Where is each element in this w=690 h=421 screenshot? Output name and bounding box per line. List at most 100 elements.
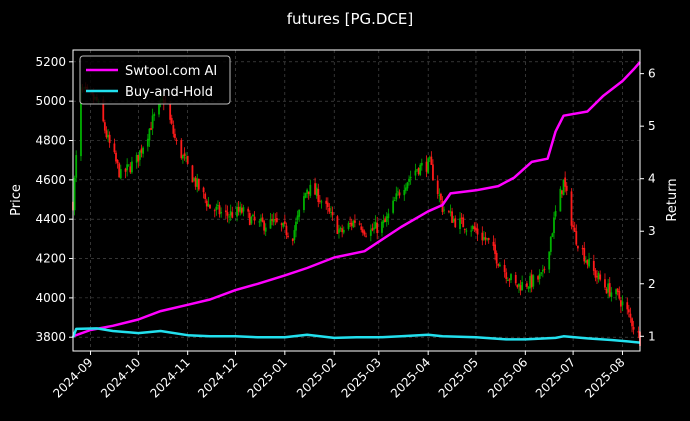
candle-body [529,276,532,289]
candle-body [483,237,485,240]
candle-body [551,233,554,237]
candle-body [354,220,356,223]
candle-body [224,210,227,213]
candle-body [197,178,200,190]
candle-body [381,221,383,233]
candle-body [229,211,232,216]
candle-body [124,168,127,172]
candle-body [307,191,310,194]
candle-body [506,280,509,282]
candle-body [215,206,218,210]
candle-body [608,283,611,297]
candle-body [150,127,152,130]
candle-body [594,270,597,278]
candle-body [618,290,621,299]
candle-body [218,205,221,215]
candle-body [470,230,473,232]
y-left-tick-label: 5000 [35,94,66,108]
candle-body [365,235,367,237]
candle-body [631,318,633,327]
candle-body [393,200,396,202]
candle-body [615,289,618,295]
candle-body [336,216,339,234]
candle-body [306,189,309,194]
candle-body [274,219,277,221]
candle-body [269,219,272,229]
candle-body [427,158,430,174]
candle-body [521,282,524,291]
candle-body [73,177,76,211]
candle-body [392,200,395,213]
candle-body [505,272,508,279]
candle-body [462,217,465,228]
candle-body [486,238,489,240]
candle-body [331,212,334,216]
candle-body [131,161,133,173]
candle-body [425,161,428,172]
candle-body [352,220,355,228]
y-left-tick-label: 4600 [35,173,66,187]
candle-body [295,221,297,231]
candle-body [170,118,173,124]
candle-body [385,216,388,222]
candle-body [414,170,417,176]
candle-body [637,331,640,333]
candle-body [432,164,434,181]
candle-body [113,143,116,153]
candle-body [361,229,364,233]
candle-body [440,193,442,201]
candle-body [119,169,122,179]
candle-body [417,168,420,175]
candle-body [420,162,423,166]
candle-body [605,288,608,294]
candle-body [146,138,149,147]
candle-body [540,272,543,274]
candle-body [135,154,138,163]
candle-body [226,212,229,216]
candle-body [626,302,629,310]
candle-body [287,235,289,237]
candle-body [291,238,294,242]
candle-body [616,288,619,292]
y-right-tick-label: 4 [648,172,656,186]
candle-body [194,177,197,187]
candle-body [309,184,312,196]
candle-body [258,221,261,223]
candle-body [105,130,108,138]
candle-body [561,190,563,194]
candle-body [242,207,245,212]
candle-body [586,259,589,265]
candle-body [573,227,576,232]
candle-body [570,191,573,226]
candle-body [518,283,520,287]
candle-body [553,217,555,234]
candle-body [151,115,154,129]
candle-body [303,196,305,211]
y-left-tick-label: 4400 [35,212,66,226]
candle-body [205,200,208,207]
candle-body [142,147,144,154]
candle-body [193,178,195,181]
candle-body [516,284,519,288]
candle-body [204,193,207,200]
candle-body [584,260,587,263]
candle-body [564,177,567,187]
candle-body [441,200,444,213]
candle-body [406,182,409,189]
candle-body [330,211,332,213]
candle-body [237,207,240,212]
legend-label-buy-and-hold: Buy-and-Hold [125,85,213,100]
candle-body [416,169,418,171]
candle-body [532,275,535,287]
candle-body [328,208,331,212]
candle-body [527,287,530,289]
candle-body [376,222,379,234]
candle-body [127,164,130,166]
candle-body [449,211,452,213]
candle-body [538,273,541,279]
candle-body [240,207,243,213]
candle-body [451,211,453,223]
y-left-tick-label: 5200 [35,55,66,69]
candle-body [213,210,216,212]
candle-body [438,194,441,196]
